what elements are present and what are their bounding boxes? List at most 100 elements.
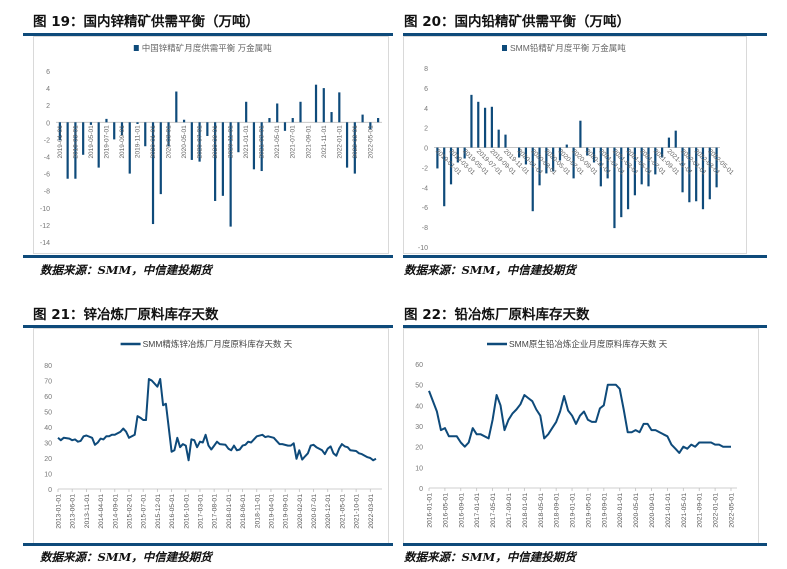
y-tick-label: 8 (424, 66, 428, 73)
y-tick-label: 60 (44, 394, 52, 401)
x-tick-label: 2019-09-01 (283, 494, 290, 529)
x-tick-label: 2017-08-01 (212, 494, 219, 529)
x-tick-label: 2017-05-01 (490, 493, 497, 528)
y-tick-label: 20 (44, 456, 52, 463)
y-tick-label: -8 (44, 189, 50, 196)
bar (338, 92, 341, 123)
bar (260, 122, 263, 172)
y-tick-label: -8 (422, 225, 428, 232)
x-tick-label: 2016-10-01 (183, 494, 190, 529)
y-tick-label: -14 (40, 240, 50, 247)
x-tick-label: 2019-09-01 (119, 125, 126, 159)
bar (268, 118, 271, 123)
bar (291, 118, 294, 123)
bar (477, 101, 480, 148)
bar (674, 130, 677, 148)
bar (144, 122, 147, 147)
title-rule (403, 325, 767, 328)
bar (565, 144, 568, 148)
bar (483, 107, 487, 148)
bar (128, 122, 131, 174)
source-rule (23, 255, 393, 258)
x-tick-label: 2019-05-01 (88, 125, 95, 159)
y-tick-label: 40 (415, 403, 423, 410)
bar (640, 147, 643, 185)
legend-label: SMM铅精矿月度平衡 万金属吨 (510, 43, 626, 53)
x-tick-label: 2022-01-01 (336, 125, 343, 159)
x-tick-label: 2021-11-01 (321, 125, 328, 158)
bar (151, 122, 155, 225)
bar (198, 122, 201, 162)
bar (470, 94, 473, 148)
lead-concentrate-balance-chart: 8 6 4 2 0 -2 -4 -6 -8 -10 SMM铅精矿月度平衡 万金属吨 2019-01-0… (403, 36, 747, 254)
source-rule (23, 543, 393, 546)
x-tick-label: 2013-11-01 (84, 494, 91, 528)
bar (74, 122, 77, 179)
x-tick-label: 2017-09-01 (506, 493, 513, 528)
y-tick-label: 20 (415, 445, 423, 452)
x-tick-label: 2022-05-01 (367, 125, 374, 159)
y-tick-label: 10 (415, 465, 423, 472)
x-tick-label: 2021-05-01 (681, 493, 688, 528)
x-tick-label: 2018-01-01 (226, 494, 233, 529)
y-tick-label: 50 (415, 383, 423, 390)
bar (715, 147, 718, 188)
x-tick-label: 2016-09-01 (458, 493, 465, 528)
bar (524, 147, 528, 165)
x-tick-label: 2019-01-01 (570, 493, 577, 528)
x-tick-label: 2019-05-01 (585, 493, 592, 528)
x-tick-label: 2019-03-01 (72, 125, 79, 159)
bar (443, 147, 446, 207)
x-tick-label: 2020-01-01 (617, 493, 624, 528)
bar (175, 91, 178, 123)
bar (701, 147, 705, 210)
y-tick-label: 50 (44, 410, 52, 417)
x-tick-label: 2018-01-01 (522, 493, 529, 528)
series-line (57, 378, 377, 462)
y-tick-label: 30 (415, 424, 423, 431)
bar (490, 106, 493, 148)
y-tick-label: -6 (44, 172, 50, 179)
bar (353, 122, 356, 174)
x-tick-label: 2021-05-01 (274, 125, 281, 159)
zinc-concentrate-balance-chart: 6 4 2 0 -2 -4 -6 -8 -10 -12 -14 中国锌精矿月度供需平衡 万金属吨 201… (33, 36, 389, 254)
x-tick-label: 2020-07-01 (197, 125, 204, 159)
bar (322, 88, 325, 123)
bar (586, 147, 589, 156)
y-tick-label: 0 (46, 120, 50, 127)
y-tick-label: -4 (422, 185, 428, 192)
bar (606, 147, 609, 179)
bar (708, 147, 711, 200)
y-tick-label: -10 (40, 206, 50, 213)
source-rule (403, 543, 767, 546)
x-tick-label: 2020-03-01 (166, 125, 173, 159)
bar (552, 147, 555, 172)
bar (661, 147, 664, 158)
bar (345, 122, 349, 168)
x-tick-label: 2018-11-01 (254, 494, 261, 528)
x-tick-label: 2017-01-01 (474, 493, 481, 528)
bar (369, 122, 372, 130)
figure-21-title: 图 21：锌冶炼厂原料库存天数 (33, 307, 219, 323)
bar (579, 120, 582, 148)
x-tick-label: 2022-03-01 (368, 494, 375, 529)
x-tick-label: 2022-05-01 (729, 493, 736, 528)
x-tick-label: 2019-01-01 (57, 125, 64, 159)
bar (613, 147, 616, 229)
y-tick-label: 2 (46, 103, 50, 110)
bar (221, 122, 224, 196)
x-tick-label: 2021-01-01 (665, 493, 672, 528)
x-tick-label: 2013-01-01 (56, 494, 63, 529)
lead-smelter-inventory-days-chart: 60 50 40 30 20 10 0 SMM原生铅冶炼企业月度原料库存天数 天 2016-01… (403, 328, 759, 546)
bar (620, 147, 623, 218)
legend-label: 中国锌精矿月度供需平衡 万金属吨 (142, 43, 272, 53)
x-tick-label: 2016-05-01 (169, 494, 176, 529)
y-tick-label: 4 (46, 86, 50, 93)
bar (314, 84, 318, 123)
bar (531, 147, 534, 212)
bar (667, 137, 671, 148)
bar (456, 147, 459, 163)
bar (497, 129, 500, 148)
figure-22-source: 数据来源：SMM，中信建投期货 (404, 550, 576, 564)
